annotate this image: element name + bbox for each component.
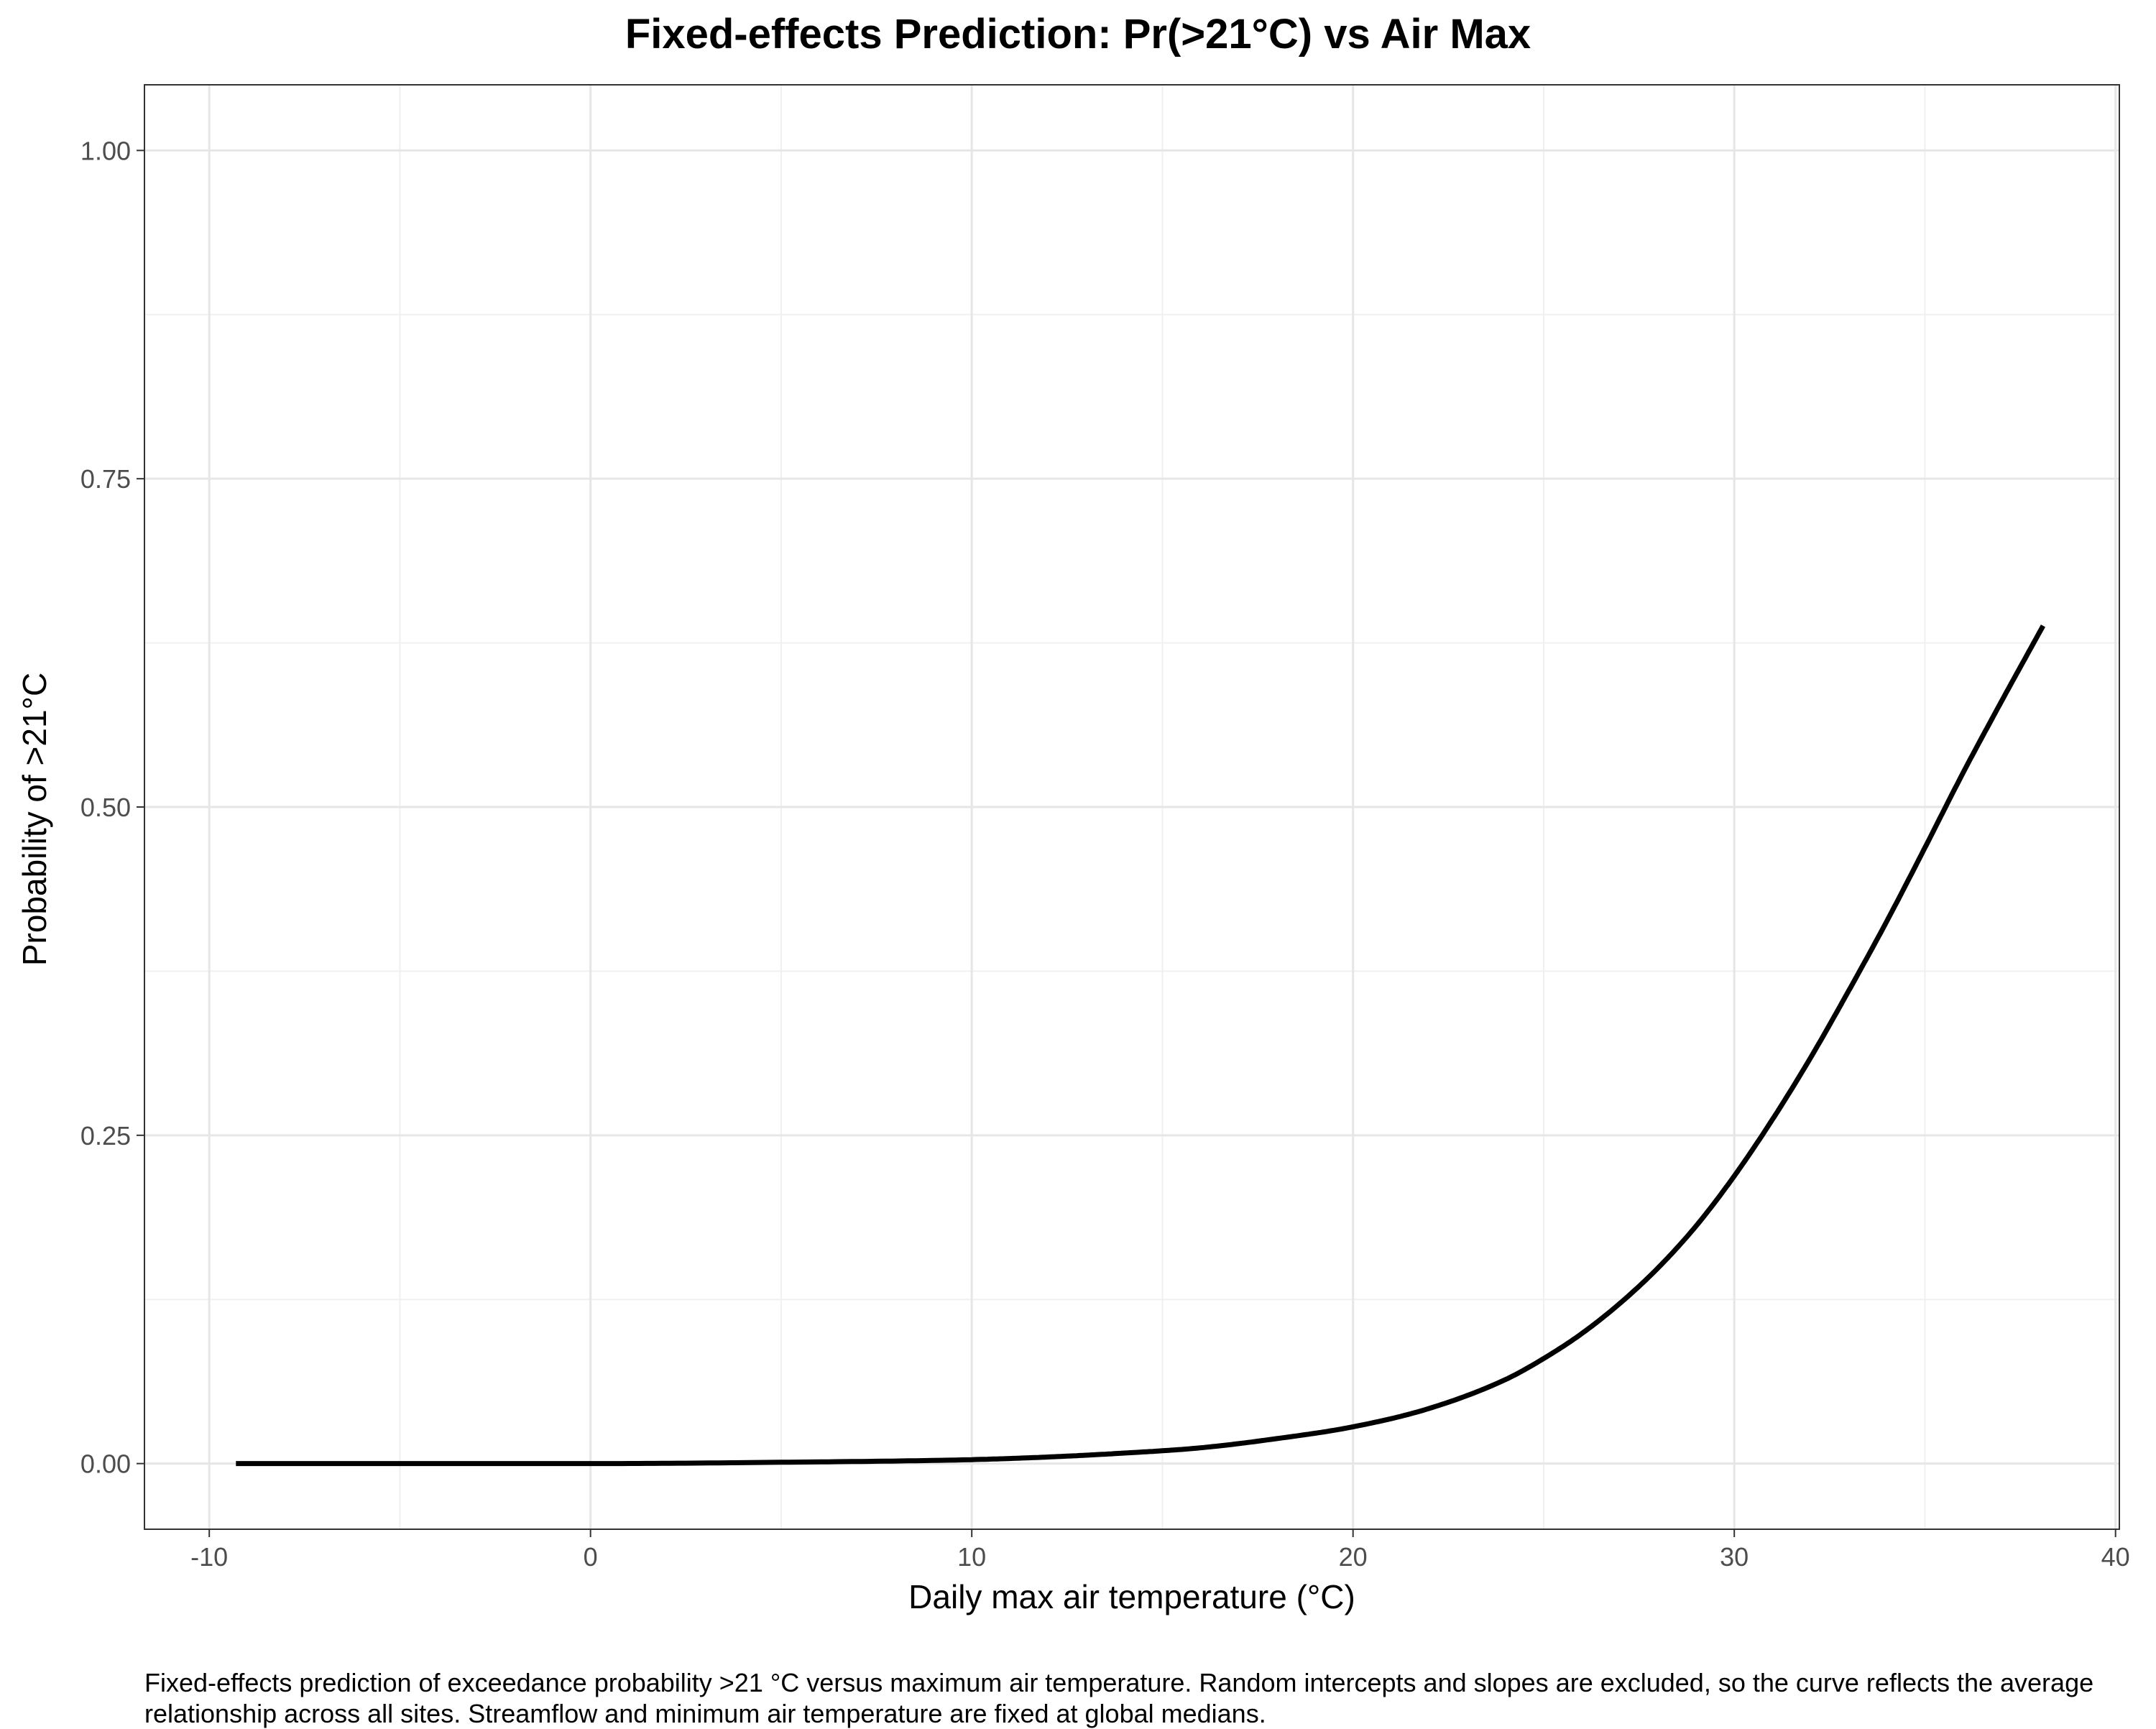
y-tick-label: 0.25 xyxy=(80,1121,131,1151)
x-tick-label: 30 xyxy=(1720,1542,1749,1572)
series-line xyxy=(236,624,2045,1467)
y-axis-label: Probability of >21°C xyxy=(16,672,53,967)
x-tick-label: 20 xyxy=(1339,1542,1368,1572)
y-tick-label: 1.00 xyxy=(80,136,131,165)
y-tick-label: 0.75 xyxy=(80,464,131,494)
caption: Fixed-effects prediction of exceedance p… xyxy=(144,1668,2094,1728)
series-layer xyxy=(236,624,2045,1467)
y-axis: 0.00 0.25 0.50 0.75 1.00 xyxy=(80,136,144,1479)
chart-title: Fixed-effects Prediction: Pr(>21°C) vs A… xyxy=(625,11,1531,57)
y-tick-label: 0.50 xyxy=(80,793,131,822)
x-tick-label: 10 xyxy=(957,1542,986,1572)
x-tick-label: -10 xyxy=(190,1542,228,1572)
x-tick-label: 40 xyxy=(2101,1542,2130,1572)
y-tick-label: 0.00 xyxy=(80,1449,131,1479)
x-tick-label: 0 xyxy=(584,1542,598,1572)
major-gridlines xyxy=(144,85,2119,1529)
x-axis: -10 0 10 20 30 40 xyxy=(190,1529,2130,1572)
x-axis-label: Daily max air temperature (°C) xyxy=(908,1578,1355,1615)
